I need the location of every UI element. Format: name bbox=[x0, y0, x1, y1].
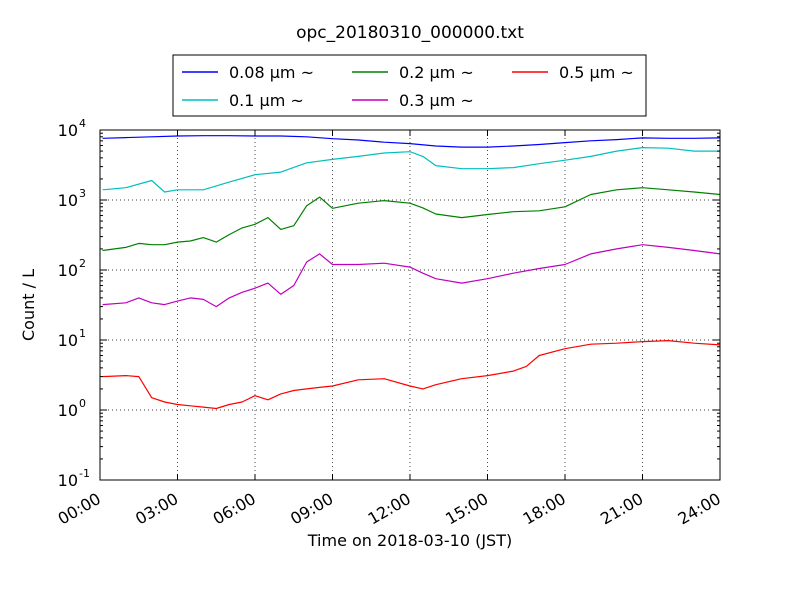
y-tick-label: 10 bbox=[58, 471, 78, 490]
legend-label-1: 0.1 μm ~ bbox=[229, 91, 304, 110]
y-tick-label: 10 bbox=[58, 121, 78, 140]
series-line-2 bbox=[102, 187, 721, 252]
y-tick-label: 10 bbox=[58, 401, 78, 420]
series-line-0 bbox=[102, 135, 721, 148]
series-line-4 bbox=[102, 340, 721, 410]
y-tick-exponent: 0 bbox=[79, 397, 86, 410]
y-tick-label: 10 bbox=[58, 331, 78, 350]
y-tick-exponent: 2 bbox=[79, 257, 86, 270]
y-tick-label: 10 bbox=[58, 261, 78, 280]
y-tick-exponent: 4 bbox=[79, 117, 86, 130]
y-axis-label: Count / L bbox=[19, 269, 38, 341]
legend-label-4: 0.5 μm ~ bbox=[559, 63, 634, 82]
y-tick-exponent: 3 bbox=[79, 187, 86, 200]
legend-box bbox=[172, 54, 647, 117]
series-line-3 bbox=[102, 244, 721, 308]
series-layer bbox=[102, 135, 721, 410]
x-axis-label: Time on 2018-03-10 (JST) bbox=[307, 531, 512, 550]
legend: 0.08 μm ~ 0.1 μm ~ 0.2 μm ~ 0.3 μm ~ 0.5 μm … bbox=[172, 54, 647, 117]
series-line-1 bbox=[102, 147, 720, 193]
legend-label-2: 0.2 μm ~ bbox=[399, 63, 474, 82]
legend-label-0: 0.08 μm ~ bbox=[229, 63, 314, 82]
grid bbox=[100, 130, 720, 480]
chart-title: opc_20180310_000000.txt bbox=[296, 23, 524, 43]
y-tick-exponent: 1 bbox=[79, 327, 86, 340]
y-tick-exponent: -1 bbox=[79, 467, 90, 480]
y-tick-label: 10 bbox=[58, 191, 78, 210]
legend-label-3: 0.3 μm ~ bbox=[399, 91, 474, 110]
